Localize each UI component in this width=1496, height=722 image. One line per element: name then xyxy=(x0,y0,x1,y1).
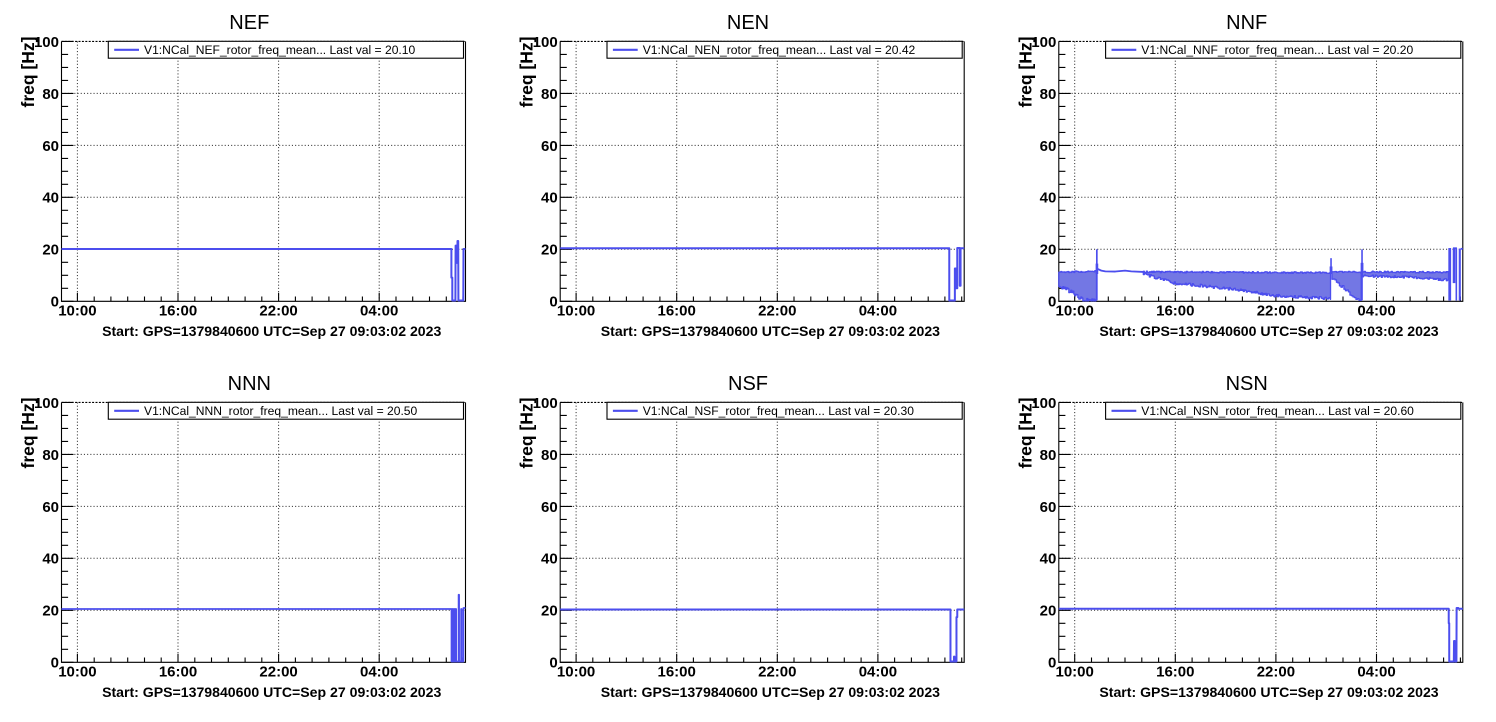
svg-text:22:00: 22:00 xyxy=(259,303,297,320)
svg-text:0: 0 xyxy=(549,655,557,672)
svg-text:freq [Hz]: freq [Hz] xyxy=(517,398,537,469)
svg-text:20: 20 xyxy=(541,603,558,620)
svg-text:NNF: NNF xyxy=(1226,12,1267,34)
svg-text:60: 60 xyxy=(42,138,59,155)
svg-text:NEF: NEF xyxy=(229,12,269,34)
svg-text:20: 20 xyxy=(42,603,59,620)
svg-text:16:00: 16:00 xyxy=(1156,664,1194,681)
svg-text:80: 80 xyxy=(541,447,558,464)
svg-text:Start: GPS=1379840600 UTC=Sep: Start: GPS=1379840600 UTC=Sep 27 09:03:0… xyxy=(1099,684,1438,700)
svg-text:16:00: 16:00 xyxy=(159,664,197,681)
svg-text:22:00: 22:00 xyxy=(758,664,796,681)
svg-text:60: 60 xyxy=(541,138,558,155)
svg-text:22:00: 22:00 xyxy=(1257,303,1295,320)
svg-text:0: 0 xyxy=(1048,655,1056,672)
svg-text:04:00: 04:00 xyxy=(859,303,897,320)
svg-text:100: 100 xyxy=(1031,34,1056,51)
svg-text:40: 40 xyxy=(1040,190,1057,207)
svg-text:100: 100 xyxy=(34,395,59,412)
svg-text:freq [Hz]: freq [Hz] xyxy=(1015,37,1035,108)
svg-text:40: 40 xyxy=(42,190,59,207)
svg-text:10:00: 10:00 xyxy=(58,303,96,320)
svg-text:40: 40 xyxy=(42,551,59,568)
svg-text:04:00: 04:00 xyxy=(1357,664,1395,681)
svg-text:100: 100 xyxy=(34,34,59,51)
svg-text:80: 80 xyxy=(1040,447,1057,464)
svg-text:freq [Hz]: freq [Hz] xyxy=(18,398,38,469)
svg-text:40: 40 xyxy=(1040,551,1057,568)
svg-text:10:00: 10:00 xyxy=(557,664,595,681)
svg-text:40: 40 xyxy=(541,190,558,207)
svg-text:freq [Hz]: freq [Hz] xyxy=(1015,398,1035,469)
svg-text:04:00: 04:00 xyxy=(360,303,398,320)
svg-text:80: 80 xyxy=(541,86,558,103)
svg-text:V1:NCal_NEF_rotor_freq_mean...: V1:NCal_NEF_rotor_freq_mean... Last val … xyxy=(144,43,416,57)
svg-text:0: 0 xyxy=(1048,294,1056,311)
svg-text:V1:NCal_NEN_rotor_freq_mean...: V1:NCal_NEN_rotor_freq_mean... Last val … xyxy=(643,43,916,57)
svg-text:100: 100 xyxy=(533,34,558,51)
svg-text:NNN: NNN xyxy=(228,373,271,395)
svg-text:freq [Hz]: freq [Hz] xyxy=(18,37,38,108)
svg-text:10:00: 10:00 xyxy=(1056,664,1094,681)
svg-text:freq [Hz]: freq [Hz] xyxy=(517,37,537,108)
svg-text:20: 20 xyxy=(541,242,558,259)
svg-text:20: 20 xyxy=(1040,603,1057,620)
svg-text:80: 80 xyxy=(42,447,59,464)
svg-text:60: 60 xyxy=(42,499,59,516)
svg-text:10:00: 10:00 xyxy=(557,303,595,320)
svg-text:Start: GPS=1379840600 UTC=Sep: Start: GPS=1379840600 UTC=Sep 27 09:03:0… xyxy=(1099,323,1438,339)
svg-text:80: 80 xyxy=(42,86,59,103)
svg-text:60: 60 xyxy=(541,499,558,516)
svg-text:16:00: 16:00 xyxy=(658,664,696,681)
svg-text:04:00: 04:00 xyxy=(1357,303,1395,320)
svg-text:22:00: 22:00 xyxy=(758,303,796,320)
svg-text:V1:NCal_NNN_rotor_freq_mean...: V1:NCal_NNN_rotor_freq_mean... Last val … xyxy=(144,404,418,418)
svg-text:40: 40 xyxy=(541,551,558,568)
svg-text:16:00: 16:00 xyxy=(658,303,696,320)
svg-text:04:00: 04:00 xyxy=(360,664,398,681)
svg-text:04:00: 04:00 xyxy=(859,664,897,681)
svg-text:NEN: NEN xyxy=(727,12,769,34)
svg-text:80: 80 xyxy=(1040,86,1057,103)
svg-text:V1:NCal_NNF_rotor_freq_mean...: V1:NCal_NNF_rotor_freq_mean... Last val … xyxy=(1141,43,1413,57)
svg-text:60: 60 xyxy=(1040,138,1057,155)
svg-text:22:00: 22:00 xyxy=(259,664,297,681)
svg-text:V1:NCal_NSN_rotor_freq_mean...: V1:NCal_NSN_rotor_freq_mean... Last val … xyxy=(1141,404,1414,418)
svg-text:20: 20 xyxy=(1040,242,1057,259)
svg-text:10:00: 10:00 xyxy=(58,664,96,681)
svg-text:100: 100 xyxy=(1031,395,1056,412)
svg-text:0: 0 xyxy=(51,655,59,672)
svg-text:Start: GPS=1379840600 UTC=Sep: Start: GPS=1379840600 UTC=Sep 27 09:03:0… xyxy=(102,323,441,339)
svg-text:NSF: NSF xyxy=(728,373,768,395)
svg-text:NSN: NSN xyxy=(1226,373,1268,395)
svg-text:0: 0 xyxy=(549,294,557,311)
svg-text:100: 100 xyxy=(533,395,558,412)
svg-text:16:00: 16:00 xyxy=(1156,303,1194,320)
svg-text:Start: GPS=1379840600 UTC=Sep: Start: GPS=1379840600 UTC=Sep 27 09:03:0… xyxy=(601,323,940,339)
svg-text:16:00: 16:00 xyxy=(159,303,197,320)
svg-text:10:00: 10:00 xyxy=(1056,303,1094,320)
svg-text:20: 20 xyxy=(42,242,59,259)
svg-text:Start: GPS=1379840600 UTC=Sep: Start: GPS=1379840600 UTC=Sep 27 09:03:0… xyxy=(601,684,940,700)
svg-text:60: 60 xyxy=(1040,499,1057,516)
svg-text:0: 0 xyxy=(51,294,59,311)
svg-text:22:00: 22:00 xyxy=(1257,664,1295,681)
svg-text:Start: GPS=1379840600 UTC=Sep: Start: GPS=1379840600 UTC=Sep 27 09:03:0… xyxy=(102,684,441,700)
svg-text:V1:NCal_NSF_rotor_freq_mean...: V1:NCal_NSF_rotor_freq_mean... Last val … xyxy=(643,404,915,418)
